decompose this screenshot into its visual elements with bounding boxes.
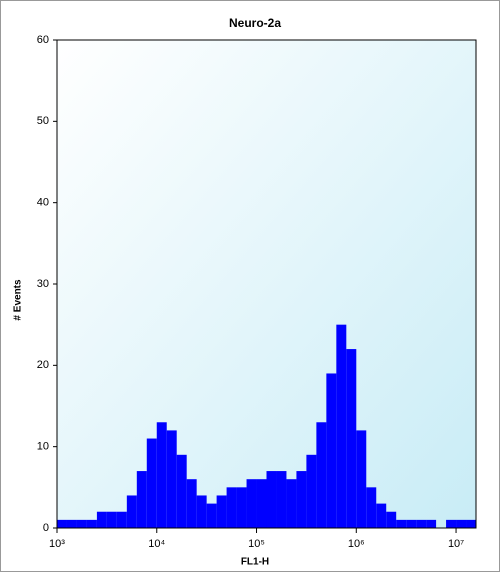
x-tick-label: 10⁵ <box>248 538 265 550</box>
y-tick-label: 30 <box>37 278 49 290</box>
bar <box>376 503 387 528</box>
y-tick-label: 10 <box>37 441 49 453</box>
bar <box>186 479 197 528</box>
bar <box>316 422 327 528</box>
bar <box>106 511 117 528</box>
bar <box>426 519 437 528</box>
bar <box>456 519 467 528</box>
bar <box>196 495 207 528</box>
bar <box>336 324 347 528</box>
bar <box>96 511 107 528</box>
bar <box>286 479 297 528</box>
bar <box>216 495 227 528</box>
bar <box>146 438 157 528</box>
bar <box>86 519 97 528</box>
y-tick-label: 50 <box>37 115 49 127</box>
bar <box>366 487 377 528</box>
y-tick-label: 40 <box>37 197 49 209</box>
plot-area <box>57 40 476 528</box>
bar <box>246 479 257 528</box>
y-tick-label: 60 <box>37 34 49 46</box>
y-tick-label: 0 <box>43 522 49 534</box>
bar <box>346 349 357 528</box>
bar <box>266 471 277 528</box>
bar <box>57 519 67 528</box>
x-tick-label: 10⁴ <box>148 538 165 550</box>
x-axis-label: FL1-H <box>241 557 269 568</box>
bar <box>226 487 237 528</box>
bar <box>126 495 137 528</box>
bar <box>466 519 476 528</box>
bar <box>446 519 457 528</box>
bar <box>356 430 367 528</box>
bar <box>256 479 267 528</box>
bar <box>396 519 407 528</box>
bar <box>296 471 307 528</box>
bar <box>236 487 247 528</box>
x-tick-label: 10⁶ <box>348 538 365 550</box>
bar <box>306 454 317 528</box>
bar <box>406 519 417 528</box>
bar <box>276 471 287 528</box>
bar <box>176 454 187 528</box>
x-tick-label: 10³ <box>49 538 65 550</box>
bar <box>116 511 127 528</box>
bar <box>416 519 427 528</box>
chart-title: Neuro-2a <box>229 16 281 30</box>
bar <box>166 430 177 528</box>
y-tick-label: 20 <box>37 359 49 371</box>
bar <box>156 422 167 528</box>
bar <box>66 519 77 528</box>
x-tick-label: 10⁷ <box>448 538 464 550</box>
bar <box>206 503 217 528</box>
bar <box>76 519 87 528</box>
y-axis-label: # Events <box>13 279 24 321</box>
bar <box>136 471 147 528</box>
bar <box>386 511 397 528</box>
bar <box>326 373 337 528</box>
